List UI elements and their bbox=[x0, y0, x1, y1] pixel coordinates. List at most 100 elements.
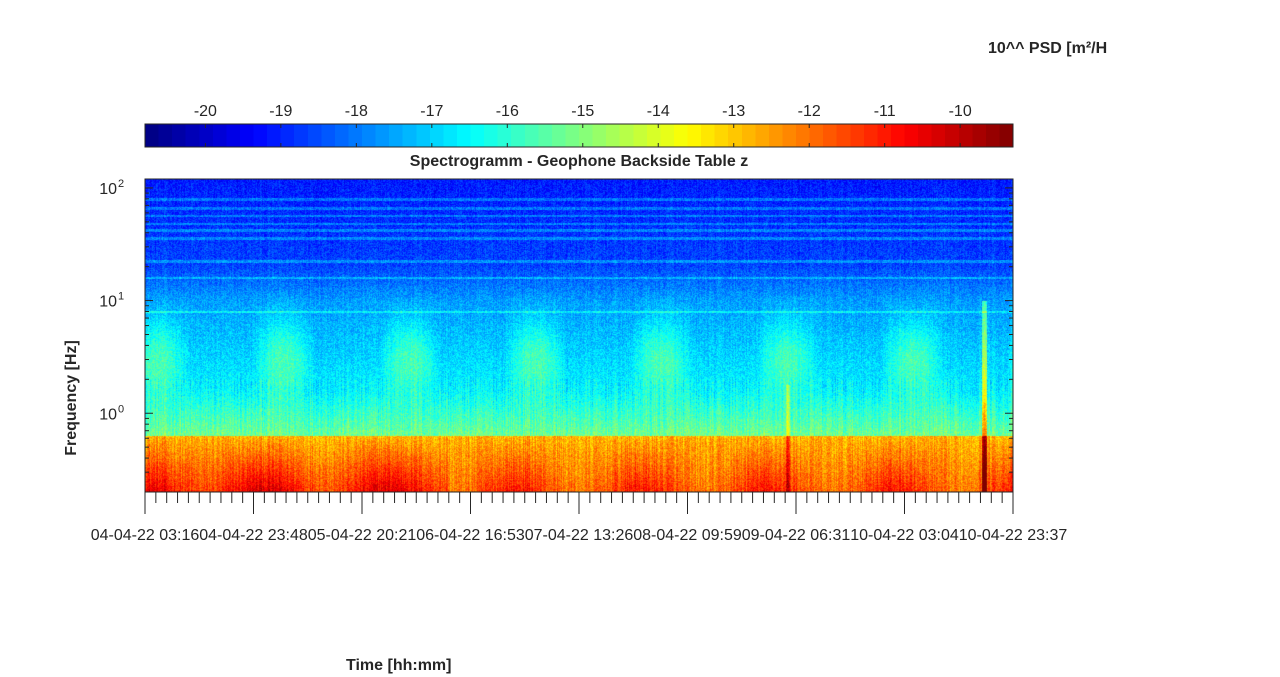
colorbar-segment bbox=[267, 124, 282, 147]
colorbar-tick-label: -16 bbox=[496, 103, 519, 120]
spectrogram-canvas bbox=[145, 179, 1013, 492]
colorbar-segment bbox=[172, 124, 187, 147]
colorbar-segment bbox=[294, 124, 309, 147]
colorbar-segment bbox=[877, 124, 892, 147]
x-axis: 04-04-22 03:16 04-04-22 23:48 05-04-22 20:… bbox=[91, 492, 1068, 544]
colorbar-tick-label: -17 bbox=[420, 103, 443, 120]
colorbar-segment bbox=[511, 124, 526, 147]
x-tick-label: 04-04-22 03:16 bbox=[91, 527, 200, 544]
colorbar-segment bbox=[443, 124, 458, 147]
colorbar-segment bbox=[470, 124, 485, 147]
colorbar-segment bbox=[538, 124, 553, 147]
colorbar-segment bbox=[673, 124, 689, 147]
colorbar-segment bbox=[307, 124, 322, 147]
colorbar-segment bbox=[429, 124, 444, 147]
colorbar-segment bbox=[985, 124, 1001, 147]
colorbar-segment bbox=[375, 124, 390, 147]
colorbar: -20 -19 -18 -17 -16 -15 -14 -13 -12 -11 -10 bbox=[144, 103, 1014, 148]
x-tick-label: 09-04-22 06:31 bbox=[742, 527, 851, 544]
y-tick-label: 10 bbox=[99, 406, 117, 423]
colorbar-segment bbox=[551, 124, 567, 147]
y-tick-label: 10 bbox=[99, 294, 117, 311]
colorbar-tick-label: -18 bbox=[345, 103, 368, 120]
colorbar-segment bbox=[768, 124, 784, 147]
spectrogram-image bbox=[145, 179, 1013, 492]
colorbar-segment bbox=[579, 124, 594, 147]
colorbar-segment bbox=[362, 124, 377, 147]
colorbar-segment bbox=[416, 124, 431, 147]
colorbar-segment bbox=[890, 124, 906, 147]
colorbar-segment bbox=[863, 124, 878, 147]
colorbar-tick-label: -19 bbox=[269, 103, 292, 120]
colorbar-tick-label: -10 bbox=[949, 103, 972, 120]
colorbar-segment bbox=[633, 124, 648, 147]
colorbar-segment bbox=[823, 124, 838, 147]
colorbar-segment bbox=[918, 124, 933, 147]
colorbar-segment bbox=[592, 124, 607, 147]
colorbar-segment bbox=[456, 124, 472, 147]
colorbar-segment bbox=[484, 124, 499, 147]
chart-title: Spectrogramm - Geophone Backside Table z bbox=[409, 153, 749, 170]
colorbar-segment bbox=[741, 124, 756, 147]
colorbar-tick-label: -13 bbox=[722, 103, 745, 120]
colorbar-tick-label: -20 bbox=[194, 103, 217, 120]
x-tick-label: 08-04-22 09:59 bbox=[633, 527, 742, 544]
colorbar-segment bbox=[660, 124, 675, 147]
colorbar-segment bbox=[728, 124, 743, 147]
colorbar-segment bbox=[999, 124, 1014, 147]
x-tick-label: 10-04-22 23:37 bbox=[959, 527, 1068, 544]
colorbar-segment bbox=[402, 124, 417, 147]
colorbar-segment bbox=[836, 124, 851, 147]
colorbar-frame bbox=[144, 123, 1014, 148]
y-tick-exponent: 1 bbox=[118, 291, 124, 303]
colorbar-tick-label: -15 bbox=[571, 103, 594, 120]
colorbar-segment bbox=[850, 124, 865, 147]
colorbar-segment bbox=[931, 124, 946, 147]
y-tick-label: 10 bbox=[99, 181, 117, 198]
colorbar-segment bbox=[782, 124, 797, 147]
colorbar-segment bbox=[646, 124, 661, 147]
colorbar-segment bbox=[945, 124, 960, 147]
colorbar-segment bbox=[755, 124, 770, 147]
colorbar-label: 10^^ PSD [m²/H bbox=[988, 40, 1108, 57]
colorbar-segment bbox=[904, 124, 919, 147]
colorbar-segment bbox=[972, 124, 987, 147]
colorbar-segment bbox=[185, 124, 200, 147]
colorbar-tick-label: -11 bbox=[874, 103, 896, 120]
colorbar-segment bbox=[524, 124, 539, 147]
colorbar-segment bbox=[606, 124, 621, 147]
colorbar-segment bbox=[239, 124, 255, 147]
colorbar-segment bbox=[565, 124, 580, 147]
y-tick-exponent: 0 bbox=[118, 403, 124, 415]
colorbar-segment bbox=[321, 124, 336, 147]
colorbar-segment bbox=[389, 124, 404, 147]
colorbar-segment bbox=[212, 124, 227, 147]
colorbar-segment bbox=[701, 124, 716, 147]
x-tick-label: 10-04-22 03:04 bbox=[850, 527, 959, 544]
colorbar-segment bbox=[145, 124, 160, 147]
colorbar-segment bbox=[958, 124, 973, 147]
x-tick-label: 04-04-22 23:48 bbox=[199, 527, 308, 544]
colorbar-segment bbox=[348, 124, 363, 147]
colorbar-segment bbox=[280, 124, 295, 147]
x-axis-label: Time [hh:mm] bbox=[346, 657, 452, 674]
colorbar-tick-label: -14 bbox=[647, 103, 670, 120]
colorbar-segment bbox=[199, 124, 214, 147]
colorbar-segment bbox=[796, 124, 811, 147]
colorbar-segment bbox=[497, 124, 512, 147]
colorbar-segment bbox=[619, 124, 634, 147]
colorbar-segment bbox=[158, 124, 173, 147]
y-tick-exponent: 2 bbox=[118, 178, 124, 190]
colorbar-segment bbox=[809, 124, 824, 147]
colorbar-segment bbox=[334, 124, 350, 147]
colorbar-segment bbox=[253, 124, 268, 147]
colorbar-tick-label: -12 bbox=[798, 103, 821, 120]
x-tick-label: 06-04-22 16:53 bbox=[416, 527, 525, 544]
x-tick-label: 07-04-22 13:26 bbox=[525, 527, 634, 544]
colorbar-segment bbox=[687, 124, 702, 147]
x-tick-label: 05-04-22 20:21 bbox=[308, 527, 417, 544]
colorbar-segment bbox=[226, 124, 241, 147]
colorbar-segment bbox=[714, 124, 729, 147]
